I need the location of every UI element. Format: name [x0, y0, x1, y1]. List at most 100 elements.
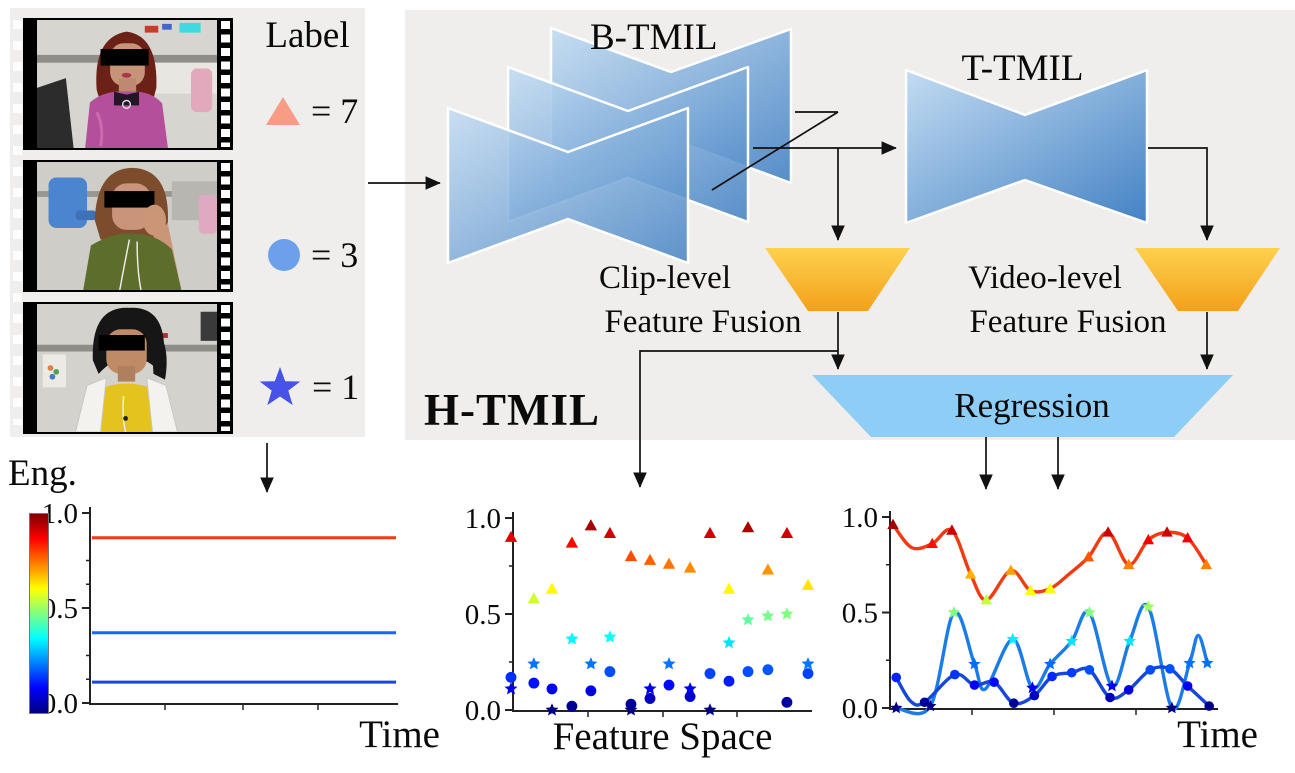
feature-space-xlabel: Feature Space — [552, 715, 773, 758]
video-fusion-label-line2: Feature Fusion — [969, 304, 1167, 340]
video-frame-1 — [23, 18, 233, 150]
star-marker — [1065, 634, 1078, 647]
triangle-marker — [1123, 558, 1135, 570]
legend-value-3: = 3 — [311, 235, 359, 275]
triangle-marker — [1044, 582, 1056, 593]
triangle-marker — [946, 524, 958, 535]
triangle-marker — [703, 526, 717, 539]
triangle-marker — [545, 582, 559, 594]
circle-marker — [1066, 667, 1077, 678]
circle-marker — [989, 677, 999, 688]
triangle-marker — [980, 594, 993, 605]
star-marker — [1183, 656, 1196, 669]
triangle-marker — [584, 519, 598, 531]
film-strip-2 — [217, 160, 233, 292]
circle-marker — [802, 668, 814, 679]
video-frame-1-photo — [37, 20, 217, 148]
triangle-marker — [624, 549, 638, 562]
clip-fusion-block — [765, 248, 910, 311]
circle-marker — [704, 668, 716, 679]
circle-marker — [585, 685, 597, 697]
h-tmil-title: H-TMIL — [424, 385, 601, 435]
circle-marker — [1204, 701, 1215, 711]
star-marker — [1142, 600, 1155, 612]
triangle-marker — [504, 530, 518, 542]
photo-scene-3 — [37, 304, 217, 432]
connector-arrows — [260, 111, 1214, 493]
circle-marker — [1047, 671, 1057, 682]
circle-marker — [505, 671, 517, 683]
film-sprocket-column — [13, 20, 22, 425]
star-marker — [1026, 681, 1039, 694]
triangle-marker — [1181, 532, 1194, 543]
star-marker — [1083, 606, 1096, 618]
star-marker — [1044, 657, 1057, 670]
b-tmil-block — [446, 26, 793, 265]
triangle-marker — [565, 536, 579, 548]
regression-label: Regression — [954, 386, 1110, 425]
star-marker — [924, 699, 937, 712]
triangle-marker — [527, 592, 541, 604]
triangle-marker — [662, 557, 676, 569]
triangle-marker — [603, 526, 617, 539]
regression-block — [812, 375, 1233, 437]
b-tmil-bowtie-front — [446, 106, 690, 265]
triangle-marker — [926, 537, 938, 549]
triangle-marker — [722, 582, 736, 594]
eng-axis-label: Eng. — [8, 453, 77, 494]
y-tick-label: 0.0 — [465, 695, 501, 727]
triangle-marker — [1005, 564, 1017, 575]
triangle-marker — [801, 578, 815, 590]
clip-fusion-label-line1: Clip-level — [599, 260, 731, 296]
circle-marker — [1084, 665, 1095, 675]
circle-marker — [528, 677, 540, 689]
circle-marker — [1029, 690, 1040, 701]
star-icon — [259, 367, 301, 406]
star-marker — [584, 657, 598, 670]
y-tick-label: 1.0 — [842, 502, 878, 534]
arrow-ttmil-to-video-fusion — [1148, 147, 1214, 241]
video-frame-2 — [23, 160, 233, 292]
film-strip-1 — [217, 18, 233, 150]
star-marker — [968, 657, 981, 670]
star-marker — [565, 632, 579, 645]
star-marker — [662, 657, 676, 670]
triangle-marker — [1082, 551, 1095, 562]
star-marker — [1006, 632, 1019, 645]
film-holes — [220, 163, 230, 289]
star-marker — [761, 609, 775, 622]
triangle-marker — [887, 518, 899, 529]
triangle-marker — [643, 553, 657, 565]
circle-marker — [891, 672, 902, 683]
circle-marker — [684, 691, 696, 702]
star-marker — [545, 703, 559, 716]
star-marker — [1123, 634, 1136, 647]
y-tick-label: 0.0 — [842, 693, 878, 725]
photo-scene-2 — [37, 162, 217, 290]
film-holes — [220, 21, 230, 147]
triangle-marker — [964, 568, 977, 579]
video-frame-2-photo — [37, 162, 217, 290]
video-1-curve — [894, 602, 1209, 716]
engagement-time-chart: 0.00.51.0 — [42, 498, 398, 720]
y-tick-label: 1.0 — [465, 503, 501, 535]
circle-marker — [644, 693, 656, 704]
star-marker — [741, 613, 755, 626]
video-panel: Label = 7 = 3 = 1 — [10, 8, 365, 437]
star-marker — [890, 701, 903, 714]
video-fusion-label-line1: Video-level — [968, 260, 1122, 296]
star-marker — [683, 682, 697, 695]
predicted-time-chart: 0.0 0.5 1.0 — [842, 502, 1218, 725]
star-marker — [624, 703, 638, 716]
circle-marker — [1008, 698, 1019, 709]
circle-marker — [781, 696, 793, 708]
circle-marker — [566, 700, 578, 712]
star-marker — [947, 606, 960, 618]
triangle-marker — [1200, 558, 1213, 570]
circle-marker — [919, 697, 930, 708]
star-marker — [504, 682, 518, 695]
legend-item-1: = 1 — [258, 366, 359, 408]
circle-marker — [604, 666, 616, 678]
b-tmil-label: B-TMIL — [590, 17, 718, 58]
